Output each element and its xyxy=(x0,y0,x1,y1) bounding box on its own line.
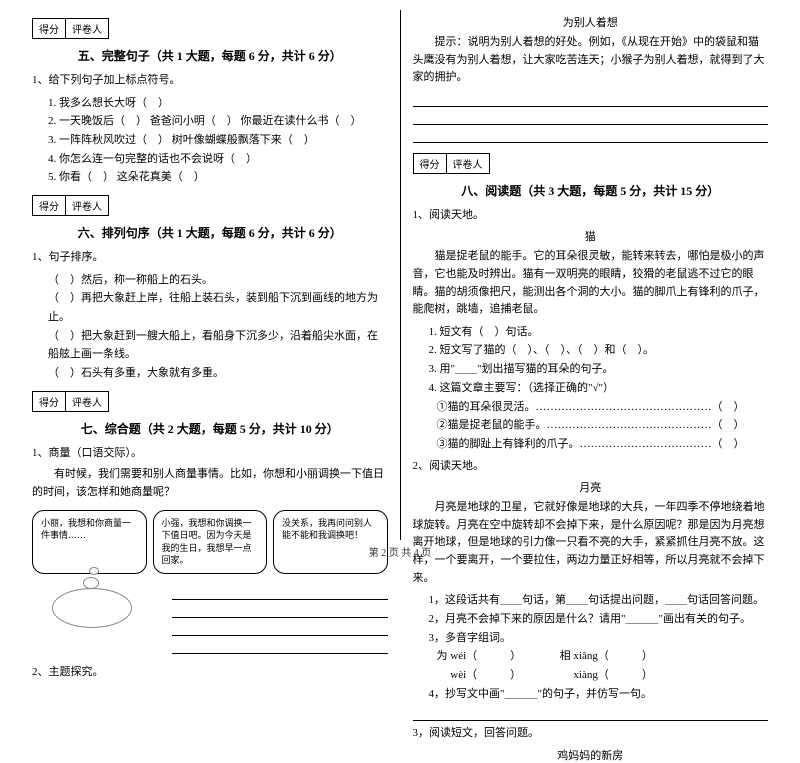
score-box: 得分 评卷人 xyxy=(32,18,109,39)
section-8-title: 八、阅读题（共 3 大题，每题 5 分，共计 15 分） xyxy=(413,182,769,199)
answer-line xyxy=(172,638,388,654)
sec8-q2: 2、阅读天地。 xyxy=(413,458,769,476)
sec5-item: 1. 我多么想长大呀（ ） xyxy=(48,94,388,113)
thought-cloud xyxy=(52,588,132,628)
score-label: 得分 xyxy=(32,195,66,216)
p2-q: 2，月亮不会掉下来的原因是什么？请用"＿＿＿"画出有关的句子。 xyxy=(429,610,769,629)
passage1-text: 猫是捉老鼠的能手。它的耳朵很灵敏，能转来转去，哪怕是极小的声音，它也能及时辨出。… xyxy=(413,248,769,318)
p1-choice: ②猫是捉老鼠的能手。………………………………………（ ） xyxy=(437,416,769,435)
answer-line xyxy=(172,584,388,600)
answer-line xyxy=(413,109,769,125)
passage2-title: 月亮 xyxy=(413,479,769,495)
page-footer: 第 2 页 共 4 页 xyxy=(0,544,800,559)
bubble-2: 小强，我想和你调换一下值日吧。因为今天是我的生日，我想早一点回家。 xyxy=(153,510,268,574)
p2-q: 1，这段话共有＿＿句话，第＿＿句话提出问题，＿＿句话回答问题。 xyxy=(429,591,769,610)
answer-line xyxy=(172,602,388,618)
p1-q: 1. 短文有（ ）句话。 xyxy=(429,323,769,342)
reviewer-label: 评卷人 xyxy=(66,391,109,412)
sec6-item: （ ）把大象赶到一艘大船上，看船身下沉多少，沿着船尖水面，在船舷上画一条线。 xyxy=(48,327,388,364)
answer-line xyxy=(413,127,769,143)
score-box: 得分 评卷人 xyxy=(32,195,109,216)
p1-choice: ③猫的脚趾上有锋利的爪子。………………………………（ ） xyxy=(437,435,769,454)
sec6-q: 1、句子排序。 xyxy=(32,249,388,267)
reviewer-label: 评卷人 xyxy=(66,18,109,39)
answer-line xyxy=(413,91,769,107)
bubble-3: 没关系，我再问问别人能不能和我调换吧！ xyxy=(273,510,388,574)
p2-pinyin: 为 wéi（ ） 相 xiāng（ ） xyxy=(437,647,769,666)
passage1-title: 猫 xyxy=(413,228,769,244)
bubble-1: 小丽，我想和你商量一件事情…… xyxy=(32,510,147,574)
passage3-title: 鸡妈妈的新房 xyxy=(413,747,769,763)
score-label: 得分 xyxy=(413,153,447,174)
section-7-title: 七、综合题（共 2 大题，每题 5 分，共计 10 分） xyxy=(32,420,388,437)
section-5-title: 五、完整句子（共 1 大题，每题 6 分，共计 6 分） xyxy=(32,47,388,64)
sec7-q2: 2、主题探究。 xyxy=(32,664,388,682)
sec5-item: 4. 你怎么连一句完整的话也不会说呀（ ） xyxy=(48,150,388,169)
sec6-item: （ ）石头有多重，大象就有多重。 xyxy=(48,364,388,383)
score-label: 得分 xyxy=(32,18,66,39)
p1-q: 3. 用"＿＿"划出描写猫的耳朵的句子。 xyxy=(429,360,769,379)
essay-hint: 提示：说明为别人着想的好处。例如，《从现在开始》中的袋鼠和猫头鹰没有为别人着想，… xyxy=(413,34,769,87)
sec5-item: 5. 你看（ ） 这朵花真美（ ） xyxy=(48,168,388,187)
sec8-q3: 3，阅读短文，回答问题。 xyxy=(413,725,769,743)
answer-line xyxy=(413,705,769,721)
speech-bubbles: 小丽，我想和你商量一件事情…… 小强，我想和你调换一下值日吧。因为今天是我的生日… xyxy=(32,510,388,574)
p1-choice: ①猫的耳朵很灵活。…………………………………………（ ） xyxy=(437,398,769,417)
sec7-q1-desc: 有时候，我们需要和别人商量事情。比如，你想和小丽调换一下值日的时间，该怎样和她商… xyxy=(32,466,388,501)
sec8-q1: 1、阅读天地。 xyxy=(413,207,769,225)
p1-q: 2. 短文写了猫的（ ）、（ ）、（ ）和（ ）。 xyxy=(429,341,769,360)
p2-q: 4，抄写文中画"＿＿＿"的句子，并仿写一句。 xyxy=(429,685,769,704)
sec5-item: 2. 一天晚饭后（ ） 爸爸问小明（ ） 你最近在读什么书（ ） xyxy=(48,112,388,131)
sec6-item: （ ）然后，称一称船上的石头。 xyxy=(48,271,388,290)
reviewer-label: 评卷人 xyxy=(66,195,109,216)
section-6-title: 六、排列句序（共 1 大题，每题 6 分，共计 6 分） xyxy=(32,224,388,241)
p1-q: 4. 这篇文章主要写：（选择正确的"√"） xyxy=(429,379,769,398)
score-box: 得分 评卷人 xyxy=(32,391,109,412)
p2-pinyin: wèi（ ） xiàng（ ） xyxy=(437,666,769,685)
answer-line xyxy=(172,620,388,636)
p2-q: 3，多音字组词。 xyxy=(429,629,769,648)
sec7-q1: 1、商量（口语交际）。 xyxy=(32,445,388,463)
score-box: 得分 评卷人 xyxy=(413,153,490,174)
sec5-item: 3. 一阵阵秋风吹过（ ） 树叶像蝴蝶般飘落下来（ ） xyxy=(48,131,388,150)
reviewer-label: 评卷人 xyxy=(447,153,490,174)
sec5-q: 1、给下列句子加上标点符号。 xyxy=(32,72,388,90)
score-label: 得分 xyxy=(32,391,66,412)
sec6-item: （ ）再把大象赶上岸，往船上装石头，装到船下沉到画线的地方为止。 xyxy=(48,289,388,326)
essay-title: 为别人着想 xyxy=(413,14,769,30)
